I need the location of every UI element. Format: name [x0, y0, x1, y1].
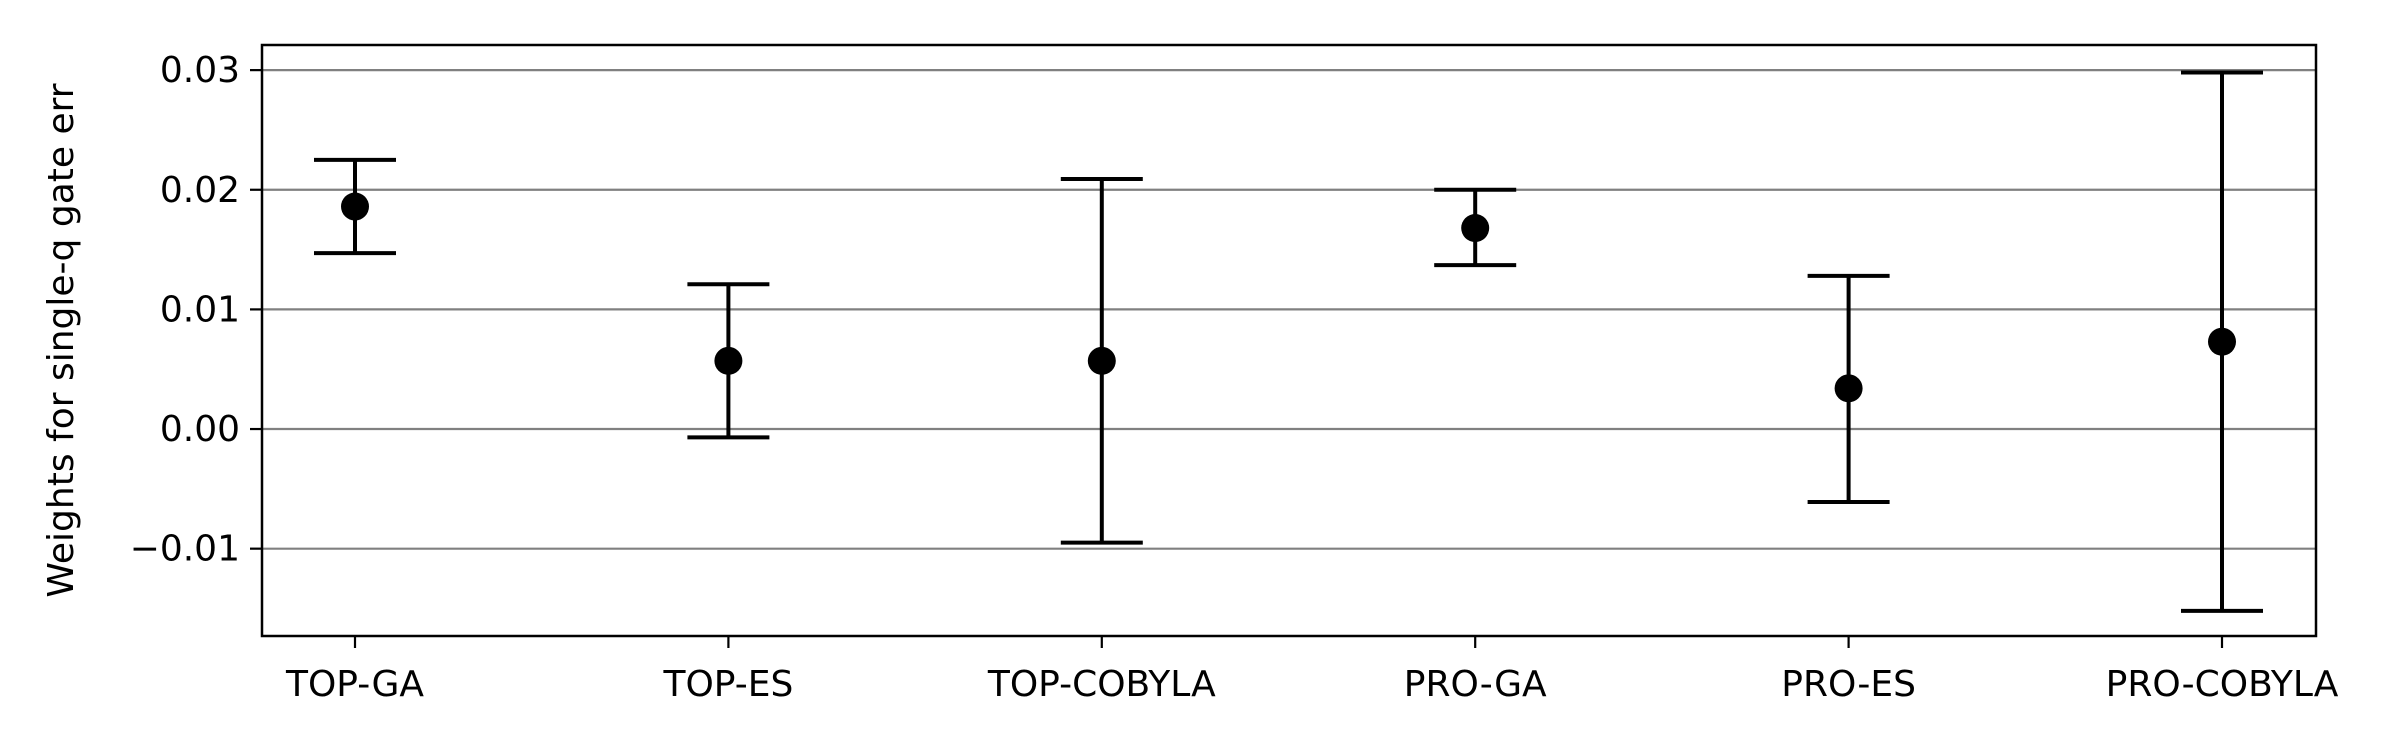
x-axis-ticks: TOP-GA TOP-ES TOP-COBYLA PRO-GA PRO-ES PRO-CO… [285, 636, 2339, 705]
y-axis-ticks: −0.01 0.00 0.01 0.02 0.03 [130, 50, 262, 570]
data-point [714, 346, 743, 375]
data-point [2208, 327, 2236, 356]
data-points [341, 192, 2236, 403]
y-axis-label: Weights for single-q gate err [41, 83, 82, 597]
data-point [1461, 214, 1490, 243]
plot-frame [260, 43, 2318, 638]
x-tick-label: TOP-GA [285, 664, 424, 705]
data-point [341, 192, 369, 221]
data-point [1087, 346, 1116, 375]
y-tick-label: −0.01 [130, 529, 240, 570]
x-tick-label: PRO-ES [1781, 664, 1916, 705]
y-tick-label: 0.00 [160, 409, 240, 450]
x-tick-label: PRO-GA [1404, 664, 1547, 705]
gridlines [262, 69, 2316, 550]
x-tick-label: TOP-COBYLA [987, 664, 1216, 705]
y-tick-label: 0.01 [160, 289, 240, 330]
y-tick-label: 0.03 [160, 50, 240, 91]
data-point [1834, 374, 1863, 403]
x-tick-label: PRO-COBYLA [2106, 664, 2339, 705]
y-tick-label: 0.02 [160, 170, 240, 211]
x-tick-label: TOP-ES [662, 664, 793, 705]
error-bars [314, 70, 2263, 613]
